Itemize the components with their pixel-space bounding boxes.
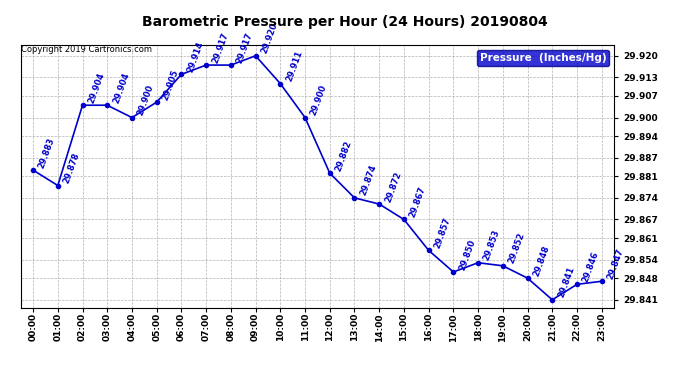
Text: 29.900: 29.900 bbox=[136, 84, 155, 117]
Text: 29.917: 29.917 bbox=[210, 31, 230, 64]
Text: 29.917: 29.917 bbox=[235, 31, 255, 64]
Text: 29.874: 29.874 bbox=[359, 164, 378, 197]
Text: 29.911: 29.911 bbox=[284, 50, 304, 83]
Text: 29.867: 29.867 bbox=[408, 185, 428, 219]
Text: 29.850: 29.850 bbox=[457, 238, 477, 271]
Text: 29.905: 29.905 bbox=[161, 68, 180, 101]
Text: 29.883: 29.883 bbox=[37, 136, 57, 169]
Text: 29.904: 29.904 bbox=[87, 71, 106, 105]
Text: Barometric Pressure per Hour (24 Hours) 20190804: Barometric Pressure per Hour (24 Hours) … bbox=[142, 15, 548, 29]
Text: 29.846: 29.846 bbox=[581, 250, 601, 284]
Text: 29.853: 29.853 bbox=[482, 228, 502, 262]
Text: 29.848: 29.848 bbox=[532, 244, 551, 278]
Text: 29.904: 29.904 bbox=[111, 71, 131, 105]
Text: 29.878: 29.878 bbox=[62, 152, 81, 185]
Legend: Pressure  (Inches/Hg): Pressure (Inches/Hg) bbox=[477, 50, 609, 66]
Text: 29.857: 29.857 bbox=[433, 216, 453, 250]
Text: 29.920: 29.920 bbox=[259, 22, 279, 55]
Text: 29.847: 29.847 bbox=[606, 247, 625, 280]
Text: 29.914: 29.914 bbox=[186, 40, 205, 74]
Text: Copyright 2019 Cartronics.com: Copyright 2019 Cartronics.com bbox=[21, 45, 152, 54]
Text: 29.900: 29.900 bbox=[309, 84, 328, 117]
Text: 29.852: 29.852 bbox=[507, 231, 526, 265]
Text: 29.882: 29.882 bbox=[334, 139, 353, 172]
Text: 29.841: 29.841 bbox=[556, 266, 576, 299]
Text: 29.872: 29.872 bbox=[384, 170, 403, 203]
